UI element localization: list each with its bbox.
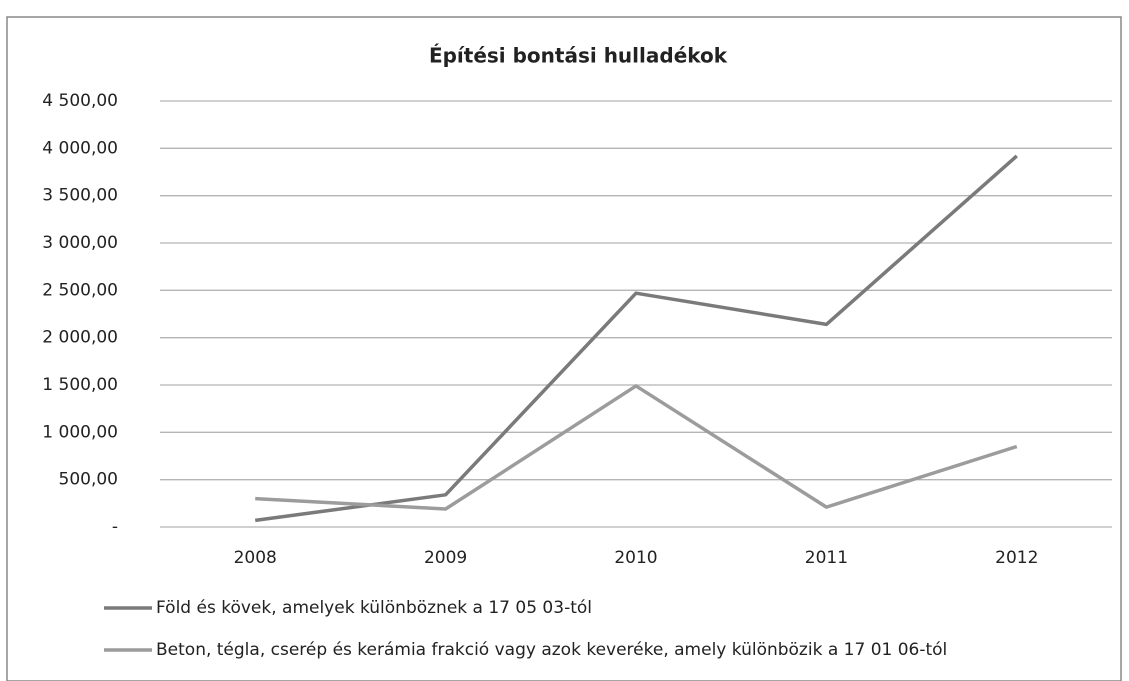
- series-line: [254, 154, 1018, 523]
- y-tick-label: 4 500,00: [42, 91, 118, 111]
- x-tick-label: 2009: [424, 548, 467, 568]
- x-tick-label: 2011: [805, 548, 848, 568]
- y-tick-label: -: [112, 517, 118, 537]
- y-tick-label: 2 000,00: [42, 328, 118, 348]
- chart-title: Építési bontási hulladékok: [429, 44, 728, 68]
- y-tick-label: 1 000,00: [42, 422, 118, 442]
- x-tick-label: 2008: [234, 548, 277, 568]
- x-tick-label: 2010: [614, 548, 657, 568]
- y-tick-label: 4 000,00: [42, 138, 118, 158]
- y-tick-label: 2 500,00: [42, 280, 118, 300]
- y-tick-label: 3 000,00: [42, 233, 118, 253]
- legend-label: Beton, tégla, cserép és kerámia frakció …: [156, 640, 947, 660]
- chart-frame: [6, 16, 1122, 681]
- y-tick-label: 500,00: [59, 470, 118, 490]
- x-tick-label: 2012: [995, 548, 1038, 568]
- y-tick-label: 1 500,00: [42, 375, 118, 395]
- legend-label: Föld és kövek, amelyek különböznek a 17 …: [156, 598, 592, 618]
- y-tick-label: 3 500,00: [42, 186, 118, 206]
- series-line: [255, 384, 1018, 511]
